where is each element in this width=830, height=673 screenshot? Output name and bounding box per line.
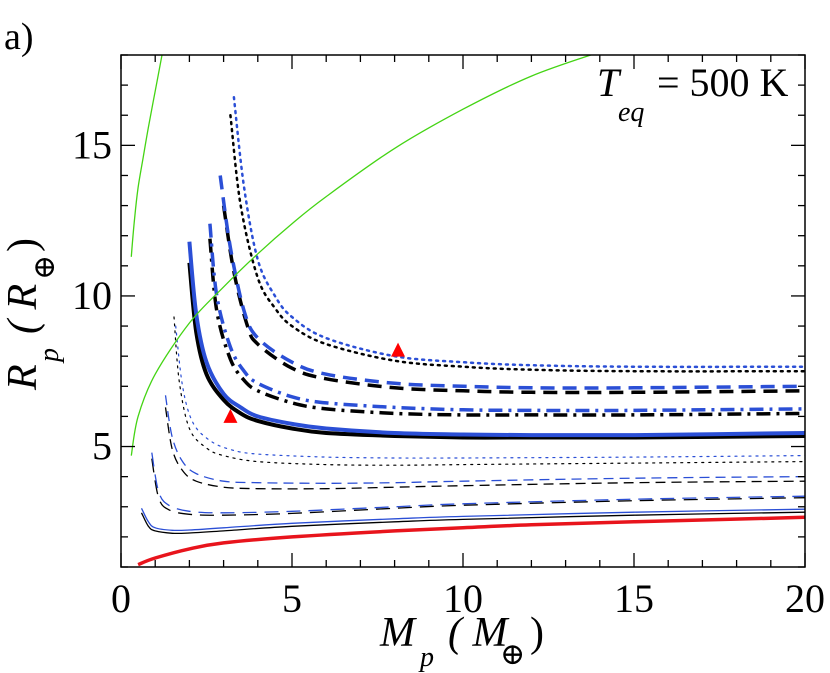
series-line-red-thick-solid [137,515,805,567]
y-axis-symbol: R [0,364,46,391]
x-tick-label: 0 [111,576,131,621]
series-line-black-thin-long-dash [164,407,805,490]
plot-area [130,55,805,567]
series-line-black-thick-solid [187,262,805,440]
annotation-symbol: T [597,60,622,105]
temperature-annotation: T eq = 500 K [597,60,789,128]
series-line-blue-thick-dashed [218,175,805,390]
y-tick-label: 5 [92,424,112,469]
series-line-blue-thin-dotted [175,325,805,459]
y-axis-subscript: p [34,348,65,364]
series-line-blue-thin-dashed [151,452,805,514]
series-line-green-left [130,55,163,257]
x-axis-unit: ( M [448,610,509,656]
y-axis-label: R p ( R ⊕ ) [0,238,65,391]
series-line-blue-thick-dash-dot [208,223,805,413]
y-axis-unit-subscript: ⊕ [28,255,61,280]
planet-marker-2 [391,342,406,357]
tick-layer [120,54,806,568]
x-tick-label: 15 [614,576,654,621]
y-axis-unit-close: ) [0,238,46,252]
annotation-value: = 500 K [657,60,789,105]
y-axis-unit: ( R [0,284,46,334]
x-axis-unit-subscript: ⊕ [500,638,525,671]
x-axis-unit-close: ) [530,610,544,656]
series-line-black-thick-dash-dot [208,238,805,417]
annotation-subscript: eq [618,97,644,128]
planet-marker-1 [223,408,238,423]
series-line-black-thin-dashed [151,458,805,516]
series-layer [130,55,805,567]
x-tick-label: 20 [785,576,825,621]
series-line-blue-thin-long-dash [164,395,805,484]
x-axis-symbol: M [379,610,417,656]
series-line-blue-thin-solid [140,507,805,532]
series-line-black-thin-dotted [173,316,805,466]
tick-label-layer: 0 5 10 15 20 5 10 15 [72,122,825,621]
marker-layer [223,342,406,423]
series-line-blue-thick-solid [187,241,805,438]
series-line-black-thick-dashed [221,205,805,395]
x-tick-label: 10 [443,576,483,621]
series-line-green-right [130,55,593,456]
series-line-black-thick-dotted [229,113,805,373]
x-axis-label: M p ( M ⊕ ) [379,610,544,673]
x-axis-subscript: p [418,642,434,673]
y-tick-label: 10 [72,273,112,318]
x-tick-label: 5 [282,576,302,621]
series-line-black-thin-solid [140,511,805,535]
y-tick-label: 15 [72,122,112,167]
panel-label: a) [4,16,34,58]
